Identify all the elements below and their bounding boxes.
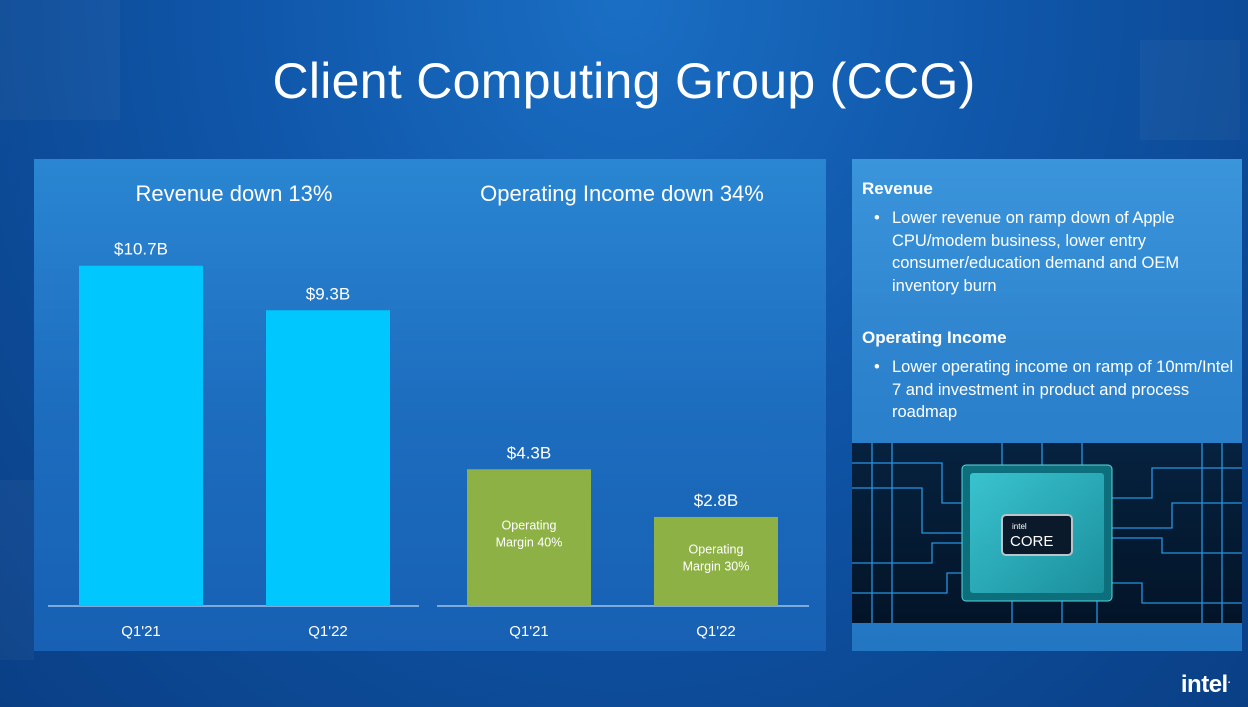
bar-value-label: $4.3B [507,443,551,462]
x-tick-label: Q1'22 [308,623,348,640]
bar-value-label: $2.8B [694,491,738,510]
operating-income-heading: Operating Income [862,328,1007,347]
info-panel: Revenue Lower revenue on ramp down of Ap… [852,159,1242,651]
intel-logo: intel. [1180,671,1231,698]
bar-inner-label: Margin 30% [683,559,750,573]
page-title: Client Computing Group (CCG) [272,53,976,109]
chip-core-text: CORE [1010,533,1053,550]
circuit-trace [1112,467,1242,499]
x-tick-label: Q1'21 [509,623,549,640]
circuit-trace [852,487,962,534]
revenue-heading: Revenue [862,179,933,198]
x-tick-label: Q1'22 [696,623,736,640]
circuit-trace [852,572,962,594]
bar-value-label: $9.3B [306,284,350,303]
x-tick-label: Q1'21 [121,623,161,640]
bar [266,310,390,606]
chip-brand-text: intel [1012,522,1027,531]
bar-inner-label: Operating [502,519,557,533]
circuit-trace [852,462,962,504]
bar-charts: Revenue down 13% $10.7B Q1'21 $9.3B Q1'22 Ope… [48,181,809,640]
bar [467,469,591,606]
chart-title: Operating Income down 34% [480,181,764,206]
bar-inner-label: Margin 40% [496,536,563,550]
bar [654,516,778,606]
chart-panel: Revenue down 13% $10.7B Q1'21 $9.3B Q1'22 Ope… [34,159,826,651]
revenue-bullet: Lower revenue on ramp down of Apple CPU/… [874,207,1237,297]
chart-title: Revenue down 13% [136,181,333,206]
operating-income-bullet: Lower operating income on ramp of 10nm/I… [874,356,1237,424]
processor-chip-image: intel CORE [852,443,1242,623]
bar-value-label: $10.7B [114,240,168,259]
bar-inner-label: Operating [689,542,744,556]
circuit-trace [1112,582,1242,604]
background-decoration [0,480,34,660]
bar [79,265,203,606]
circuit-trace [1112,502,1242,529]
